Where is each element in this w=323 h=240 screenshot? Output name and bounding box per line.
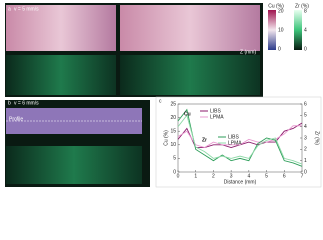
y-tick-label: 25 [170,101,176,107]
speed-label: v = 5 mm/s [14,6,39,12]
x-tick-label: 1 [194,173,197,179]
axis-label: Z (mm) [240,49,256,55]
y2-tick-label: 2 [304,147,307,153]
x-axis-label: Distance (mm) [224,179,257,185]
panel-label: a [8,6,11,12]
x-tick-label: 3 [230,173,233,179]
series-annotation: Cu [184,111,191,117]
cu-map [6,5,116,51]
series-line [177,108,303,167]
legend-label: LIBS [228,134,240,140]
x-tick-label: 2 [212,173,215,179]
y-tick-label: 5 [173,156,176,162]
series-line [177,125,302,149]
x-tick-label: 0 [177,173,180,179]
y2-tick-label: 4 [304,124,307,130]
y-axis-label: Cu (%) [163,130,169,146]
x-tick-label: 7 [301,173,304,179]
y-tick-label: 15 [170,129,176,135]
figure: a v = 5 mm/s Z (mm) Cu (%) Zr (%) 20 10 … [5,3,322,188]
colorbar-tick: 0 [278,46,281,52]
x-tick-label: 5 [265,173,268,179]
series-annotation: Zr [202,137,207,143]
legend-label: LPMA [228,140,242,146]
y-tick-label: 0 [173,169,176,175]
y2-tick-label: 6 [304,101,307,107]
colorbar-tick: 0 [304,46,307,52]
colorbar-tick: 10 [278,27,284,33]
colorbar-title: Cu (%) [268,3,284,9]
cu-colorbar [268,10,276,50]
x-tick-label: 4 [247,173,250,179]
y2-tick-label: 3 [304,135,307,141]
panel-label: b [8,100,11,106]
zr-map [120,55,260,95]
x-tick-label: 6 [283,173,286,179]
colorbar-tick: 8 [304,8,307,14]
legend-label: LIBS [210,108,222,114]
y2-tick-label: 1 [304,158,307,164]
series-line [177,114,303,165]
y-tick-label: 20 [170,115,176,121]
legend-label: LPMA [210,114,224,120]
colorbar-tick: 4 [304,27,307,33]
profile-label: Profile [9,116,23,122]
panel-label: c [159,98,162,104]
colorbar-title: Zr (%) [295,3,309,9]
speed-label: v = 6 mm/s [14,100,39,106]
y2-axis-label: Zr (%) [314,131,320,145]
zr-colorbar [294,10,302,50]
y2-tick-label: 5 [304,113,307,119]
zr-map [6,55,116,95]
y2-tick-label: 0 [304,169,307,175]
y-tick-label: 10 [170,142,176,148]
zr-map [6,146,142,184]
cu-map [120,5,260,51]
colorbar-tick: 20 [278,8,284,14]
